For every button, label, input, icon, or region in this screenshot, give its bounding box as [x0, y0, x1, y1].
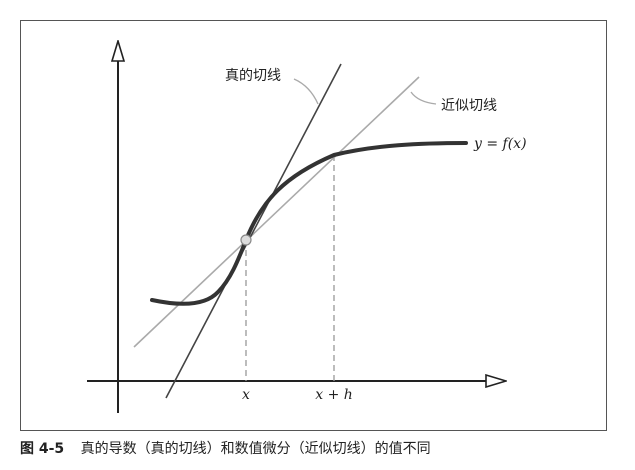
xh-tick-label: x + h: [315, 387, 353, 403]
x-tick-label: x: [242, 387, 250, 403]
figure-caption-text: 真的导数（真的切线）和数值微分（近似切线）的值不同: [80, 441, 431, 457]
approx-tangent-line: [133, 76, 420, 348]
approx-tangent-leader: [410, 91, 437, 105]
figure-caption: 图 4-5 真的导数（真的切线）和数值微分（近似切线）的值不同: [20, 438, 431, 458]
approx-tangent-label: 近似切线: [441, 98, 497, 114]
true-tangent-line: [165, 63, 342, 399]
function-curve: [150, 141, 468, 306]
figure-number: 图 4-5: [20, 441, 65, 457]
tangent-point: [240, 234, 252, 246]
function-label: y = f(x): [473, 136, 527, 152]
figure-frame: [20, 20, 607, 431]
true-tangent-leader: [293, 78, 319, 105]
true-tangent-label: 真的切线: [225, 68, 281, 84]
